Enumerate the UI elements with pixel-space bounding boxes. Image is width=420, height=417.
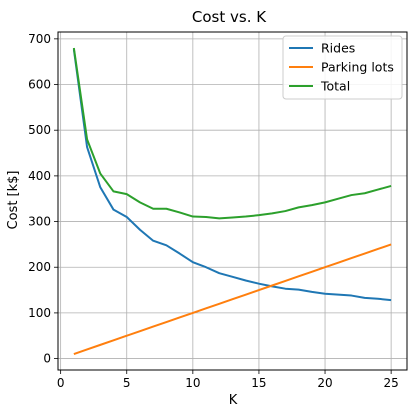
x-tick-label: 0 xyxy=(57,376,65,390)
x-tick-label: 10 xyxy=(185,376,200,390)
x-tick-label: 5 xyxy=(123,376,131,390)
x-tick-label: 25 xyxy=(383,376,398,390)
y-tick-label: 400 xyxy=(28,169,51,183)
y-axis-label: Cost [k$] xyxy=(6,171,21,230)
chart-title: Cost vs. K xyxy=(192,8,267,26)
legend-label-parking-lots: Parking lots xyxy=(321,60,394,75)
y-tick-label: 700 xyxy=(28,32,51,46)
series-line-parking-lots xyxy=(73,243,392,355)
series-line-rides xyxy=(72,49,392,302)
x-tick-label: 20 xyxy=(317,376,332,390)
series-lines xyxy=(72,47,392,355)
y-tick-label: 600 xyxy=(28,78,51,92)
x-axis-ticks: 0 5 10 15 20 25 xyxy=(57,370,399,390)
legend-label-rides: Rides xyxy=(321,41,355,56)
y-axis-ticks: 0 100 200 300 400 500 600 700 xyxy=(28,32,58,366)
y-tick-label: 200 xyxy=(28,260,51,274)
legend-label-total: Total xyxy=(320,79,350,94)
legend-box xyxy=(282,35,403,100)
x-axis-label: K xyxy=(229,393,238,408)
y-tick-label: 100 xyxy=(28,306,51,320)
legend: Rides Parking lots Total xyxy=(282,35,403,100)
y-tick-label: 0 xyxy=(43,352,51,366)
x-tick-label: 15 xyxy=(251,376,266,390)
y-tick-label: 500 xyxy=(28,123,51,137)
series-line-total xyxy=(72,47,392,220)
y-tick-label: 300 xyxy=(28,215,51,229)
plot-frame xyxy=(57,31,408,371)
